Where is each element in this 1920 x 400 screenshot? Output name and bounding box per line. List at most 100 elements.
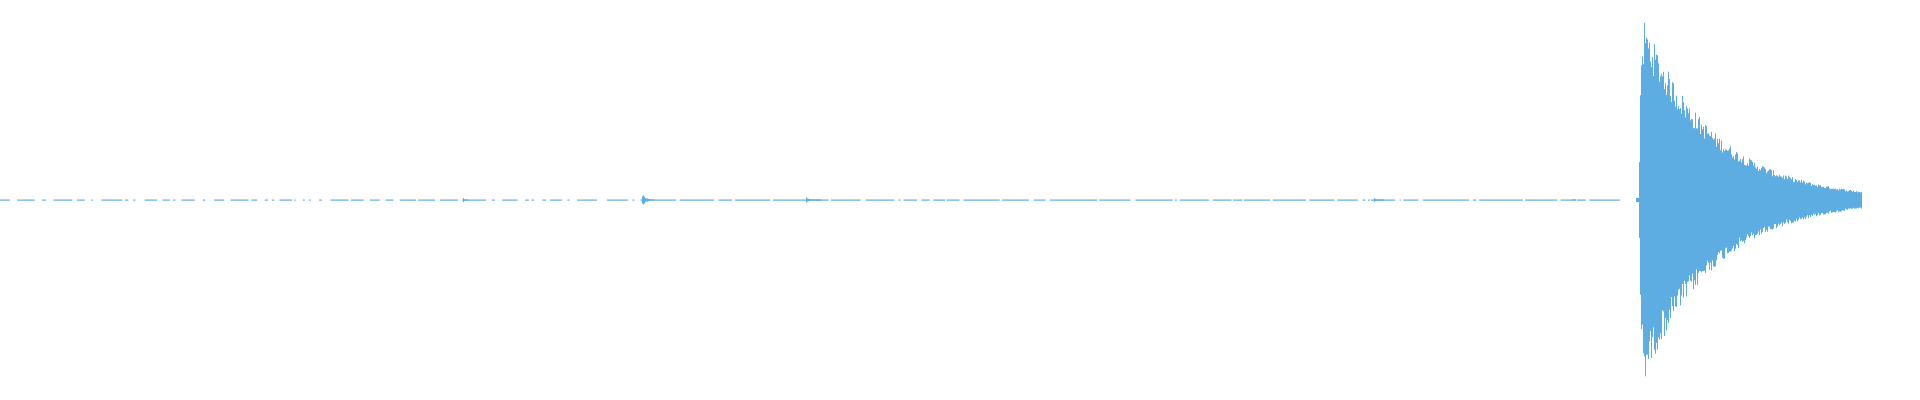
burst-sample: [1761, 167, 1762, 234]
baseline-segment: [181, 199, 195, 201]
baseline-segment: [0, 199, 11, 201]
baseline-segment: [279, 199, 293, 201]
burst-sample: [1740, 159, 1741, 242]
baseline-segment: [1272, 199, 1306, 201]
burst-sample: [1645, 43, 1646, 377]
baseline-segment: [1002, 199, 1029, 201]
transient-sample: [811, 199, 812, 201]
burst-sample: [1706, 126, 1707, 266]
burst-sample: [1685, 117, 1686, 284]
burst-sample: [1840, 189, 1841, 212]
burst-sample: [1652, 56, 1653, 338]
burst-sample: [1725, 149, 1726, 249]
transient-sample: [463, 198, 464, 202]
burst-sample: [1768, 170, 1769, 227]
burst-sample: [1749, 158, 1750, 239]
burst-sample: [1772, 176, 1773, 230]
burst-sample: [1764, 167, 1765, 228]
baseline-segment: [1135, 199, 1173, 201]
transient-sample: [817, 199, 818, 201]
transient-sample: [1381, 199, 1382, 201]
burst-sample: [1786, 176, 1787, 220]
baseline-segment: [319, 199, 322, 201]
burst-sample: [1650, 61, 1651, 331]
burst-sample: [1836, 189, 1837, 212]
transient-sample: [808, 198, 809, 202]
transient-sample: [815, 199, 816, 201]
baseline-segment: [1337, 199, 1358, 201]
burst-sample: [1682, 95, 1683, 285]
baseline-segment: [933, 199, 946, 201]
burst-sample: [1788, 175, 1789, 224]
burst-sample: [1746, 165, 1747, 238]
burst-sample: [1793, 182, 1794, 223]
burst-sample: [1676, 95, 1677, 307]
burst-sample: [1758, 170, 1759, 232]
burst-sample: [1831, 189, 1832, 213]
waveform-main-burst: [1636, 22, 1862, 377]
burst-sample: [1753, 165, 1754, 234]
burst-sample: [1838, 190, 1839, 213]
transient-sample: [1572, 199, 1573, 201]
baseline-segment: [173, 199, 176, 201]
burst-sample: [1710, 136, 1711, 263]
burst-sample: [1668, 71, 1669, 323]
baseline-segment: [903, 199, 917, 201]
transient-sample: [465, 199, 466, 201]
transient-sample: [1379, 199, 1380, 201]
burst-sample: [1806, 182, 1807, 217]
baseline-segment: [125, 199, 129, 201]
burst-sample: [1808, 182, 1809, 219]
baseline-segment: [1472, 199, 1477, 201]
burst-sample: [1815, 185, 1816, 214]
burst-sample: [1851, 190, 1852, 209]
transient-sample: [807, 198, 808, 202]
burst-sample: [1845, 191, 1846, 209]
baseline-segment: [1589, 199, 1620, 201]
transient-sample: [812, 199, 813, 201]
burst-sample: [1736, 151, 1737, 245]
burst-sample: [1827, 186, 1828, 213]
baseline-segment: [531, 199, 534, 201]
burst-sample: [1726, 149, 1727, 248]
burst-sample: [1643, 64, 1644, 354]
burst-sample: [1775, 176, 1776, 225]
burst-sample: [1728, 150, 1729, 253]
burst-sample: [1711, 131, 1712, 271]
burst-sample: [1765, 168, 1766, 232]
burst-sample: [1752, 161, 1753, 236]
burst-sample: [1648, 48, 1649, 360]
burst-sample: [1738, 161, 1739, 249]
baseline-segment: [1576, 199, 1586, 201]
burst-sample: [1820, 185, 1821, 215]
burst-sample: [1842, 189, 1843, 211]
burst-sample: [1802, 182, 1803, 218]
burst-sample: [1789, 176, 1790, 220]
transient-sample: [1380, 199, 1381, 201]
baseline-segment: [350, 199, 364, 201]
burst-sample: [1674, 100, 1675, 297]
transient-sample: [810, 199, 811, 201]
burst-sample: [1798, 180, 1799, 220]
burst-sample: [1672, 82, 1673, 307]
transient-sample: [1573, 199, 1574, 201]
burst-sample: [1730, 146, 1731, 252]
burst-sample: [1811, 185, 1812, 215]
burst-sample: [1776, 175, 1777, 229]
baseline-segment: [1525, 199, 1558, 201]
baseline-segment: [369, 199, 380, 201]
burst-sample: [1792, 177, 1793, 223]
burst-sample: [1679, 109, 1680, 289]
burst-sample: [1791, 179, 1792, 224]
baseline-segment: [1179, 199, 1209, 201]
burst-sample: [1800, 182, 1801, 220]
burst-sample: [1763, 166, 1764, 229]
burst-sample: [1814, 184, 1815, 215]
baseline-segment: [1243, 199, 1271, 201]
burst-sample: [1686, 106, 1687, 297]
burst-sample: [1639, 162, 1640, 238]
burst-sample: [1667, 85, 1668, 321]
burst-sample: [1644, 22, 1645, 357]
